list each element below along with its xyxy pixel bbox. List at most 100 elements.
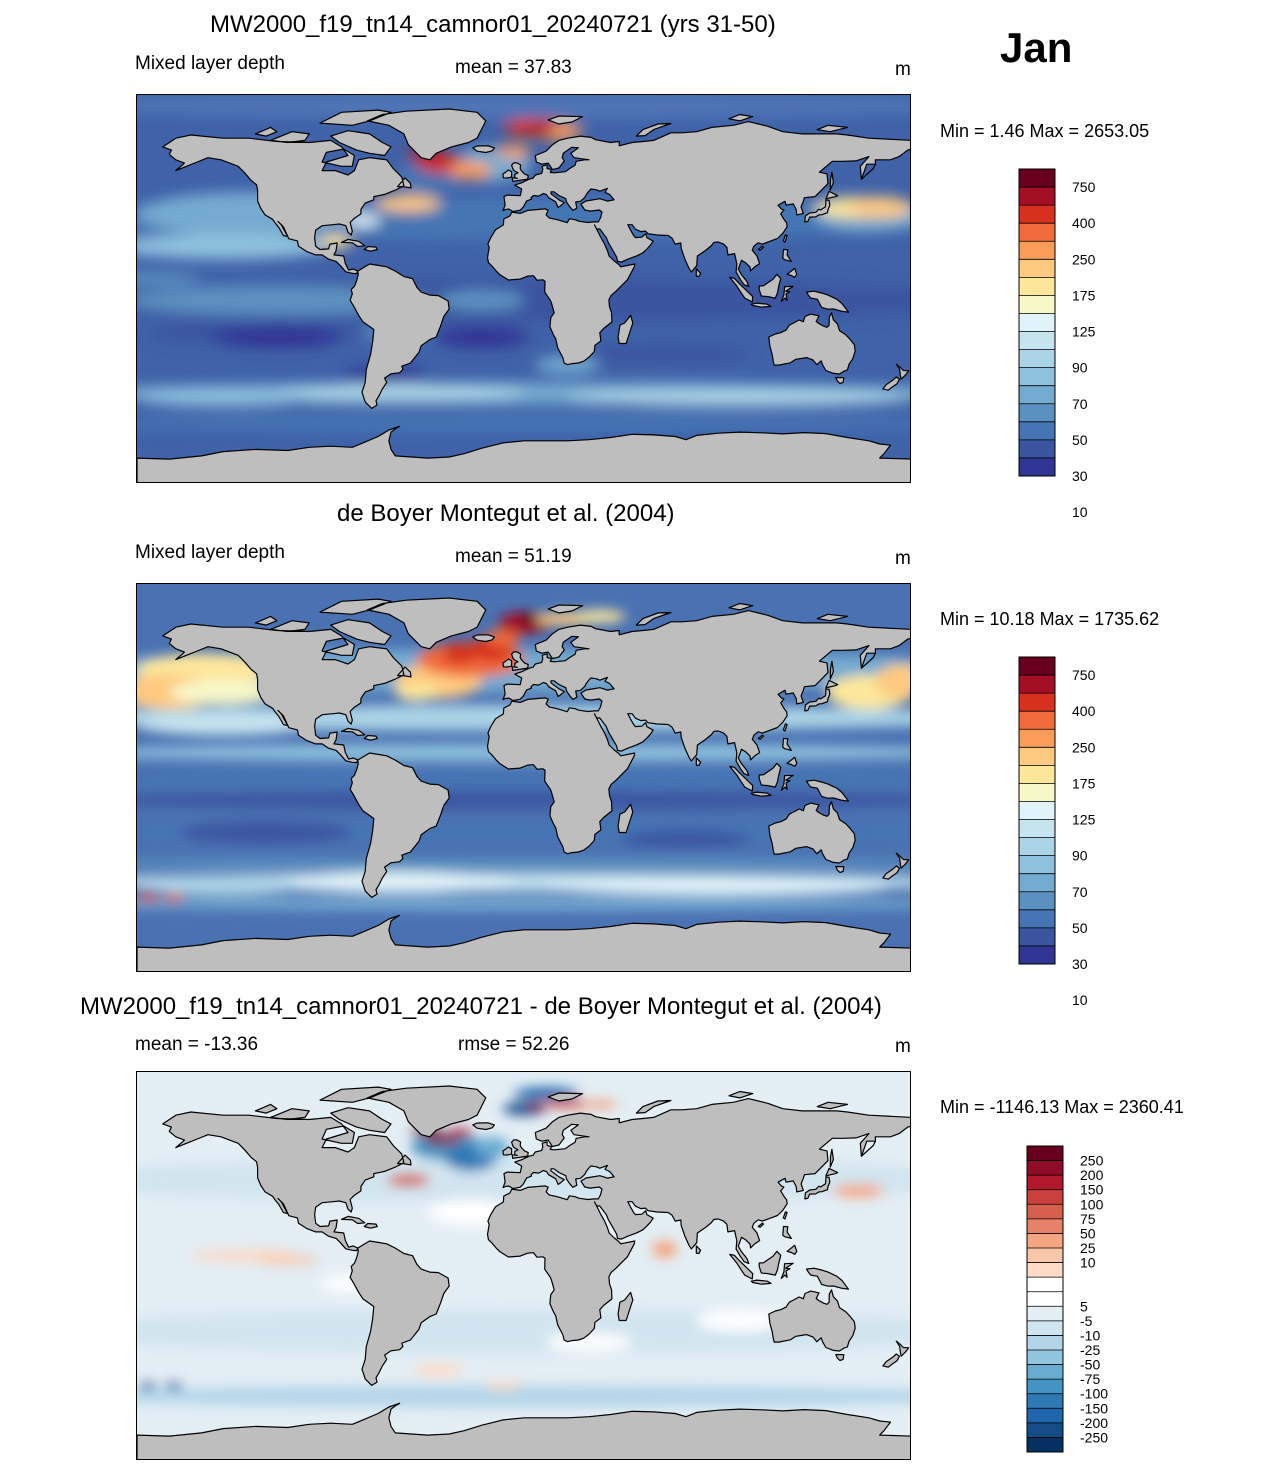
colorbar-swatch — [1019, 205, 1055, 224]
colorbar-swatch — [1019, 241, 1055, 260]
field-blob — [375, 194, 441, 212]
colorbar-swatch — [1019, 295, 1055, 314]
field-blob — [147, 877, 299, 896]
colorbar-swatch — [1019, 927, 1055, 947]
field-blob — [578, 343, 751, 366]
field-blob — [137, 233, 331, 260]
field-blob — [696, 1309, 783, 1332]
colorbar-swatch — [1019, 331, 1055, 350]
field-blob — [139, 1381, 157, 1390]
panel-3-units: m — [895, 1036, 911, 1057]
panel-2-colorbar: 750 400 250 175 125 90 70 50 30 10 — [1018, 656, 1139, 1008]
field-blob — [574, 609, 626, 623]
field-blob — [162, 893, 185, 902]
field-blob — [180, 821, 353, 844]
panel-2-title: de Boyer Montegut et al. (2004) — [337, 500, 675, 527]
field-blob — [276, 871, 514, 894]
field-blob — [169, 679, 277, 706]
colorbar-swatch — [1027, 1233, 1063, 1249]
colorbar-swatch — [1019, 169, 1055, 188]
colorbar-tick-label: 250 — [1080, 1153, 1104, 1169]
colorbar-tick-label: -75 — [1080, 1371, 1100, 1387]
colorbar-swatch — [1019, 729, 1055, 748]
colorbar-swatch — [1027, 1393, 1063, 1409]
month-label: Jan — [1000, 24, 1073, 71]
colorbar-tick-label: -100 — [1080, 1386, 1108, 1402]
field-blob — [832, 1184, 885, 1198]
colorbar-svg: 250200150100755025105-5-10-25-50-75-100-… — [1026, 1145, 1108, 1453]
field-blob — [442, 642, 478, 664]
field-blob — [412, 1363, 465, 1377]
colorbar-tick-label: 175 — [1072, 287, 1096, 303]
colorbar-swatch — [1019, 421, 1055, 441]
colorbar-swatch — [1019, 259, 1055, 278]
field-blob — [485, 629, 521, 647]
colorbar-tick-label: 10 — [1072, 992, 1088, 1008]
colorbar-swatch — [1019, 891, 1055, 911]
colorbar-tick-label: 250 — [1072, 739, 1096, 755]
field-blob — [651, 1240, 678, 1258]
colorbar-swatch — [1027, 1175, 1063, 1191]
colorbar-tick-label: -200 — [1080, 1415, 1108, 1431]
colorbar-swatch — [1027, 1218, 1063, 1234]
field-blob — [449, 161, 493, 180]
field-blob — [496, 144, 531, 158]
field-blob — [546, 1333, 633, 1351]
field-blob — [485, 1381, 521, 1390]
field-blob — [137, 897, 910, 911]
colorbar-swatch — [1019, 765, 1055, 784]
colorbar-tick-label: 50 — [1080, 1225, 1096, 1241]
field-blob — [526, 1102, 544, 1111]
panel-2-left-label: Mixed layer depth — [135, 542, 285, 563]
colorbar-tick-label: 10 — [1072, 504, 1088, 520]
colorbar-swatch — [1027, 1335, 1063, 1351]
colorbar-tick-label: 50 — [1072, 920, 1088, 936]
colorbar-swatch — [1027, 1306, 1063, 1322]
field-blob — [621, 830, 751, 848]
field-blob — [847, 196, 910, 219]
colorbar-swatch — [1027, 1189, 1063, 1205]
colorbar-tick-label: 200 — [1080, 1167, 1104, 1183]
colorbar-tick-label: 70 — [1072, 884, 1088, 900]
colorbar-tick-label: 90 — [1072, 360, 1088, 376]
colorbar-swatch — [1027, 1437, 1063, 1453]
land-mask — [137, 1085, 910, 1459]
colorbar-swatch — [1027, 1262, 1063, 1278]
colorbar-svg: 750 400 250 175 125 90 70 50 30 10 — [1018, 656, 1096, 1008]
field-blob — [875, 663, 910, 699]
colorbar-tick-label: 50 — [1072, 432, 1088, 448]
field-blob — [830, 1169, 865, 1183]
colorbar-swatch — [1027, 1277, 1063, 1293]
map-svg — [137, 1072, 910, 1459]
colorbar-swatch — [1019, 855, 1055, 875]
panel-3-mean: mean = -13.36 — [135, 1034, 259, 1055]
colorbar-swatch — [1027, 1422, 1063, 1438]
panel-1-colorbar: 750 400 250 175 125 90 70 50 30 10 — [1018, 168, 1139, 520]
colorbar-swatch — [1019, 873, 1055, 893]
colorbar-swatch — [1019, 693, 1055, 712]
colorbar-tick-label: 100 — [1080, 1196, 1104, 1212]
panel-1-left-label: Mixed layer depth — [135, 53, 285, 74]
field-blob — [386, 1173, 430, 1187]
colorbar-tick-label: 750 — [1072, 667, 1096, 683]
field-blob — [425, 1136, 460, 1146]
colorbar-tick-label: 400 — [1072, 703, 1096, 719]
colorbar-tick-label: 400 — [1072, 215, 1096, 231]
field-blob — [137, 769, 910, 788]
field-blob — [137, 388, 310, 407]
field-blob — [137, 791, 910, 809]
colorbar-swatch — [1019, 747, 1055, 766]
colorbar-swatch — [1027, 1204, 1063, 1220]
colorbar-swatch — [1027, 1320, 1063, 1336]
colorbar-swatch — [1019, 675, 1055, 694]
colorbar-swatch — [1019, 367, 1055, 387]
colorbar-swatch — [1027, 1408, 1063, 1424]
colorbar-swatch — [1019, 819, 1055, 838]
colorbar-tick-label: 90 — [1072, 848, 1088, 864]
colorbar-swatch — [1019, 711, 1055, 730]
colorbar-tick-label: -250 — [1080, 1429, 1108, 1445]
colorbar-tick-label: 5 — [1080, 1298, 1088, 1314]
panel-1-map — [136, 94, 911, 483]
field-blob — [395, 683, 439, 701]
field-blob — [137, 414, 910, 433]
